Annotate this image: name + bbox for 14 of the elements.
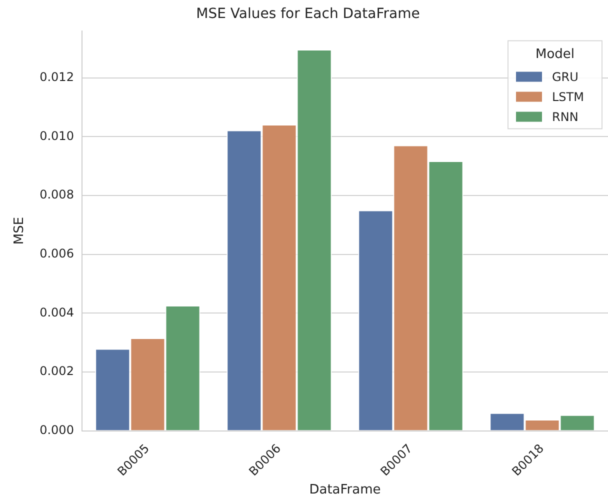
legend-label: RNN (552, 110, 578, 124)
y-tick-label: 0.004 (40, 305, 74, 320)
y-tick-label: 0.012 (40, 70, 74, 84)
y-tick-label: 0.010 (40, 128, 74, 143)
y-axis-title: MSE (12, 216, 28, 245)
y-tick-label: 0.002 (40, 364, 74, 378)
y-tick-label: 0.000 (40, 422, 74, 437)
legend-label: GRU (552, 70, 578, 84)
legend-title: Model (535, 47, 575, 62)
x-axis-title: DataFrame (309, 482, 381, 498)
y-tick-label: 0.006 (40, 246, 74, 260)
legend-label: LSTM (552, 90, 584, 104)
chart-title: MSE Values for Each DataFrame (196, 6, 420, 22)
y-tick-label: 0.008 (40, 188, 74, 202)
